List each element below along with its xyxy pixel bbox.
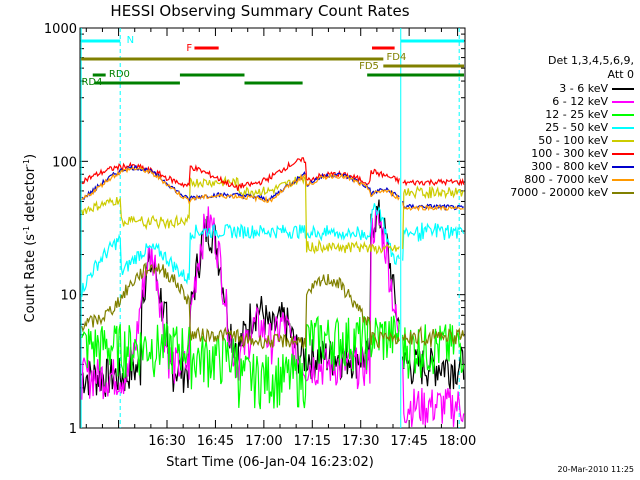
- y-tick-label: 1000: [44, 22, 77, 37]
- legend-item: 12 - 25 keV: [510, 108, 634, 121]
- legend-header-2: Att 0: [607, 68, 634, 81]
- legend-label: 7000 - 20000 keV: [510, 186, 608, 199]
- x-tick-label: 17:30: [342, 434, 379, 449]
- legend-item: 7000 - 20000 keV: [510, 186, 634, 199]
- series-line-7000-20000keV: [81, 262, 465, 350]
- chart-title: HESSI Observing Summary Count Rates: [110, 2, 410, 20]
- x-axis-label: Start Time (06-Jan-04 16:23:02): [166, 455, 374, 470]
- series-line-100-300keV: [81, 157, 465, 191]
- legend-item: 3 - 6 keV: [510, 82, 634, 95]
- y-tick-label: 10: [60, 289, 77, 304]
- flag-label: FD5: [359, 61, 379, 72]
- legend-item: 6 - 12 keV: [510, 95, 634, 108]
- x-tick-label: 17:00: [245, 434, 282, 449]
- legend-item: 800 - 7000 keV: [510, 173, 634, 186]
- y-axis-label-end: ): [23, 153, 39, 159]
- series-line-50-100keV: [81, 175, 465, 255]
- legend-swatch: [612, 153, 634, 155]
- plot-frame: [79, 27, 466, 429]
- series-line-300-800keV: [81, 164, 464, 212]
- y-axis-label: Count Rate (s-1 detector-1): [22, 138, 38, 338]
- y-axis-label-sup1: -1: [21, 225, 31, 234]
- legend-swatch: [612, 166, 634, 168]
- legend-label: 25 - 50 keV: [545, 121, 608, 134]
- legend-header-1: Det 1,3,4,5,6,9,: [547, 54, 634, 67]
- legend-swatch: [612, 101, 634, 103]
- x-tick-label: 16:45: [197, 434, 234, 449]
- legend-item: 25 - 50 keV: [510, 121, 634, 134]
- flag-label: RD4: [81, 77, 102, 88]
- x-tick-label: 16:30: [148, 434, 185, 449]
- legend-swatch: [612, 192, 634, 194]
- flag-label: N: [127, 35, 134, 46]
- legend-label: 50 - 100 keV: [538, 134, 608, 147]
- flag-label: RD0: [109, 69, 130, 80]
- legend-label: 6 - 12 keV: [552, 95, 608, 108]
- series-line-12-25keV: [81, 315, 465, 410]
- legend-label: 100 - 300 keV: [531, 147, 608, 160]
- legend-swatch: [612, 88, 634, 90]
- legend-swatch: [612, 140, 634, 142]
- y-axis-label-sup2: -1: [21, 158, 31, 167]
- y-axis-label-text: Count Rate (s: [23, 233, 39, 323]
- x-tick-label: 17:15: [294, 434, 331, 449]
- x-tick-label: 18:00: [439, 434, 476, 449]
- series-line-25-50keV: [81, 203, 465, 297]
- flag-label: F: [186, 43, 192, 54]
- legend-label: 800 - 7000 keV: [524, 173, 608, 186]
- x-tick-label: 17:45: [390, 434, 427, 449]
- y-tick-label: 1: [69, 422, 77, 437]
- flag-label: FD4: [387, 52, 407, 63]
- legend-label: 300 - 800 keV: [531, 160, 608, 173]
- legend: Det 1,3,4,5,6,9, Att 0 3 - 6 keV 6 - 12 k…: [510, 54, 634, 199]
- y-axis-label-mid: detector: [23, 166, 39, 226]
- legend-item: 100 - 300 keV: [510, 147, 634, 160]
- series-line-800-7000keV: [81, 166, 465, 212]
- legend-label: 12 - 25 keV: [545, 108, 608, 121]
- legend-item: 50 - 100 keV: [510, 134, 634, 147]
- legend-item: 300 - 800 keV: [510, 160, 634, 173]
- legend-label: 3 - 6 keV: [559, 82, 608, 95]
- legend-swatch: [612, 127, 634, 129]
- legend-swatch: [612, 114, 634, 116]
- timestamp: 20-Mar-2010 11:25: [557, 465, 635, 474]
- legend-swatch: [612, 179, 634, 181]
- y-tick-label: 100: [52, 155, 77, 170]
